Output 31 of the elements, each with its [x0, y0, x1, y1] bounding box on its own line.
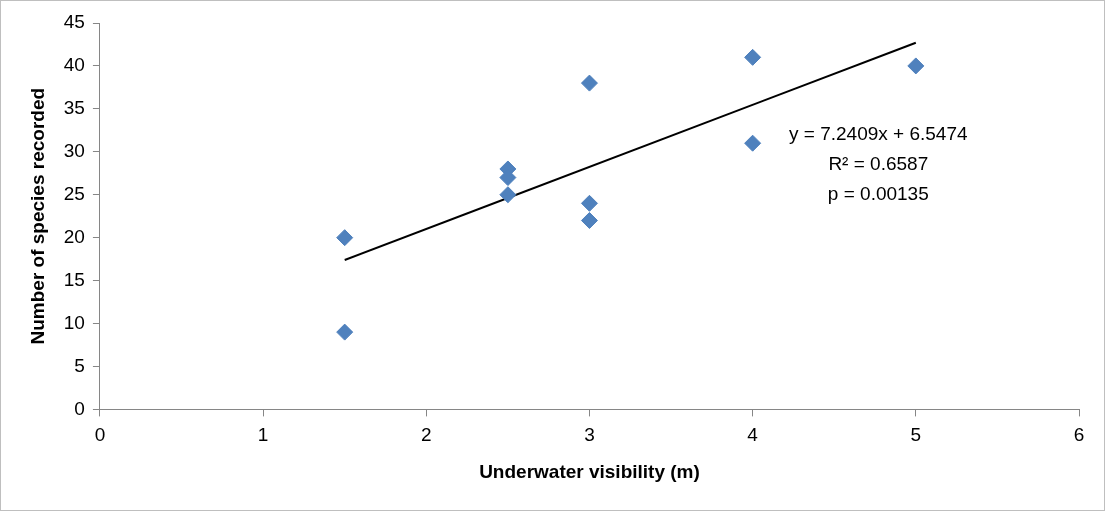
point: [336, 323, 354, 341]
x-tick-label: 6: [1073, 424, 1085, 446]
y-tick-label: 30: [63, 140, 85, 162]
point: [580, 194, 598, 212]
y-axis-title: Number of species recorded: [26, 87, 48, 345]
y-tick-label: 10: [63, 311, 85, 333]
x-tick-label: 4: [747, 424, 759, 446]
x-axis-title: Underwater visibility (m): [479, 460, 700, 482]
x-tick-label: 1: [257, 424, 269, 446]
point: [744, 134, 762, 152]
annotation: R² = 0.6587: [828, 153, 929, 175]
annotation: y = 7.2409x + 6.5474: [789, 123, 968, 145]
point: [580, 74, 598, 92]
y-tick-label: 20: [63, 225, 85, 247]
y-tick-label: 0: [74, 397, 85, 419]
y-tick-label: 45: [63, 11, 85, 33]
y-tick-label: 15: [63, 268, 85, 290]
point: [744, 48, 762, 66]
x-tick-label: 2: [421, 424, 432, 446]
y-tick-label: 25: [63, 182, 85, 204]
x-tick-label: 0: [94, 424, 106, 446]
x-tick-label: 5: [910, 424, 922, 446]
y-tick-label: 40: [63, 54, 85, 76]
point: [907, 57, 925, 75]
annotation: p = 0.00135: [827, 183, 929, 205]
y-tick-label: 5: [74, 354, 85, 376]
point: [336, 229, 354, 247]
point: [499, 186, 517, 204]
y-tick-label: 35: [63, 97, 85, 119]
point: [580, 211, 598, 229]
x-tick-label: 3: [584, 424, 595, 446]
